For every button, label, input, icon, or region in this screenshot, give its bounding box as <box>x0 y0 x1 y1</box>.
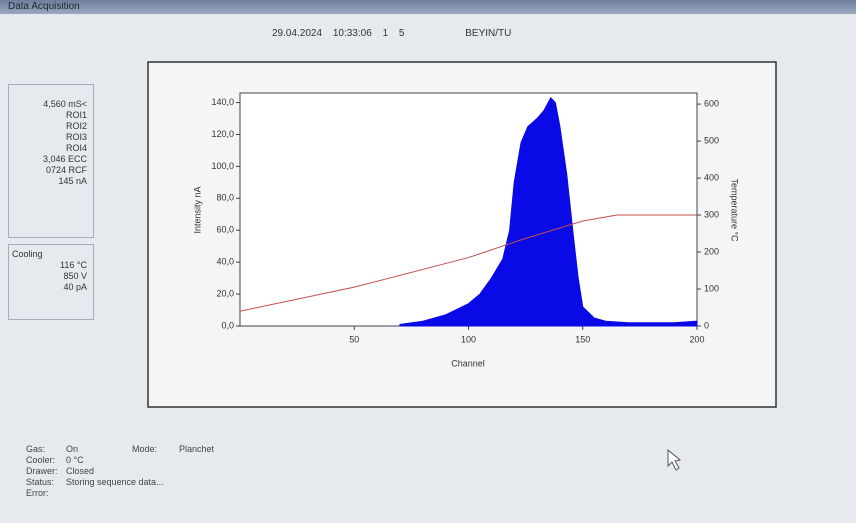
mouse-cursor <box>668 450 680 470</box>
y2-tick-label: 500 <box>704 135 719 145</box>
y-tick-label: 40,0 <box>216 257 234 267</box>
y-tick-label: 80,0 <box>216 193 234 203</box>
y-tick-label: 60,0 <box>216 225 234 235</box>
x-tick-label: 200 <box>689 334 704 344</box>
x-tick-label: 50 <box>349 334 359 344</box>
y2-tick-label: 0 <box>704 320 709 330</box>
y2-axis-label: Temperature °C <box>730 178 740 242</box>
y-tick-label: 20,0 <box>216 288 234 298</box>
y2-tick-label: 200 <box>704 246 719 256</box>
y-tick-label: 120,0 <box>211 129 234 139</box>
y-tick-label: 140,0 <box>211 97 234 107</box>
y2-tick-label: 600 <box>704 98 719 108</box>
screen: Data Acquisition 29.04.2024 10:33:06 1 5… <box>0 0 856 523</box>
y2-tick-label: 100 <box>704 283 719 293</box>
plot-area <box>240 93 697 326</box>
chart: Channel Intensity nA Temperature °C 50 10… <box>0 0 856 523</box>
x-tick-label: 150 <box>575 334 590 344</box>
y-tick-label: 0,0 <box>221 320 234 330</box>
x-tick-label: 100 <box>461 334 476 344</box>
y-tick-label: 100,0 <box>211 161 234 171</box>
y2-tick-label: 300 <box>704 209 719 219</box>
x-axis-label: Channel <box>451 358 485 368</box>
y-axis-label: Intensity nA <box>192 186 202 233</box>
y2-tick-label: 400 <box>704 172 719 182</box>
